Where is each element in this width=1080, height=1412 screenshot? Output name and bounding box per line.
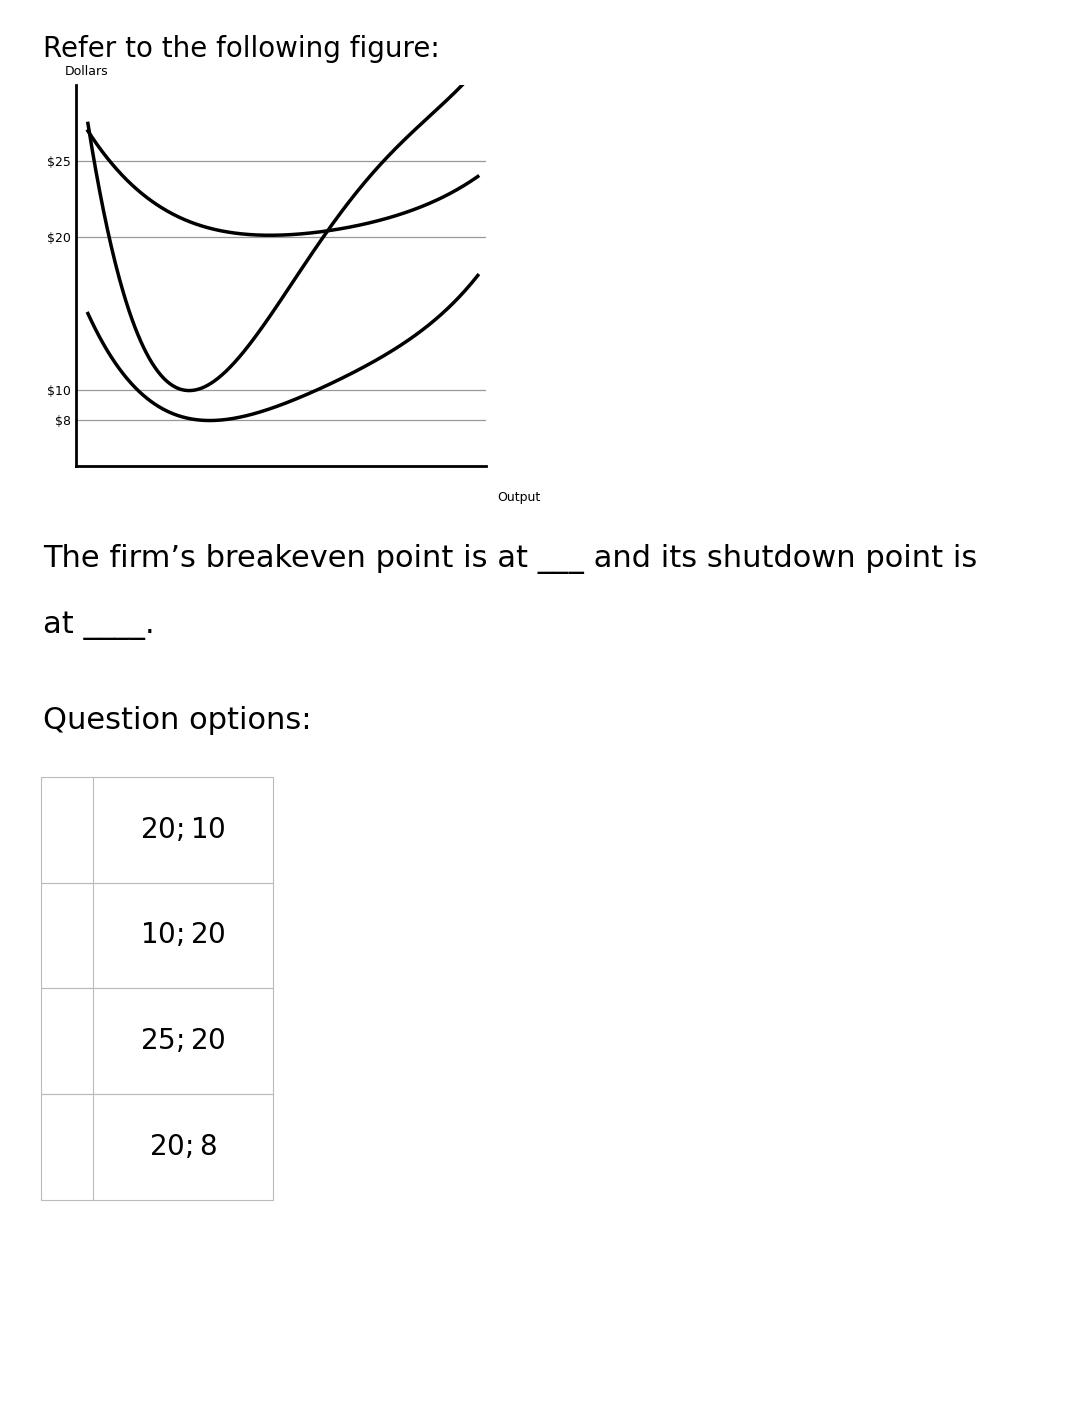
Text: The firm’s breakeven point is at ___ and its shutdown point is: The firm’s breakeven point is at ___ and… (43, 544, 977, 573)
Text: Refer to the following figure:: Refer to the following figure: (43, 35, 440, 64)
Text: Dollars: Dollars (65, 65, 108, 78)
Text: $20; $10: $20; $10 (140, 816, 226, 843)
Text: at ____.: at ____. (43, 611, 154, 641)
Text: Output: Output (497, 491, 540, 504)
Text: Question options:: Question options: (43, 706, 312, 736)
Text: $10; $20: $10; $20 (140, 922, 226, 949)
Text: $20; $8: $20; $8 (149, 1134, 217, 1161)
Text: $25; $20: $25; $20 (140, 1028, 226, 1055)
